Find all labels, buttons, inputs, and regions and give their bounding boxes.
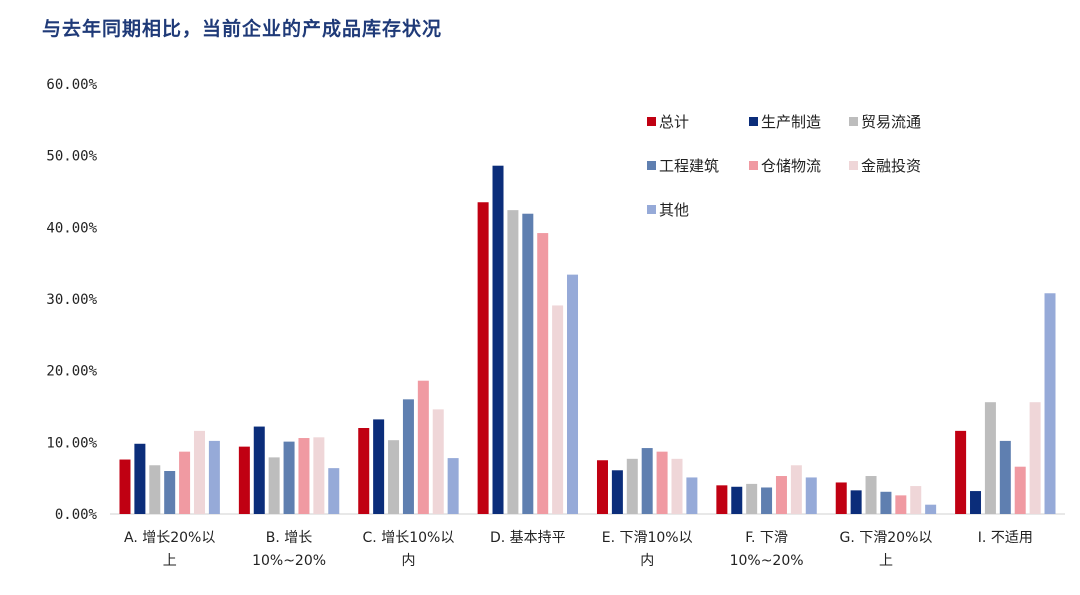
legend-label: 工程建筑 (659, 157, 719, 175)
bar (164, 471, 176, 514)
bar (477, 202, 489, 514)
x-tick-label: I. 不适用 (978, 530, 1033, 546)
bar (835, 482, 847, 514)
x-tick-label: G. 下滑20%以 (840, 529, 933, 546)
y-tick-label: 10.00% (46, 435, 97, 451)
bar (1029, 402, 1041, 514)
bar (641, 448, 653, 514)
legend-label: 总计 (659, 113, 689, 131)
bar (925, 504, 937, 514)
x-tick-label: 上 (163, 553, 177, 569)
x-tick-label: F. 下滑 (745, 529, 788, 546)
legend-swatch (849, 161, 858, 170)
x-axis: A. 增长20%以上B. 增长10%~20%C. 增长10%以内D. 基本持平 E… (124, 529, 1033, 569)
bar (432, 409, 444, 514)
legend-swatch (849, 117, 858, 126)
legend-label: 贸易流通 (861, 113, 921, 131)
bar (402, 399, 414, 514)
y-tick-label: 60.00% (46, 77, 97, 93)
x-tick-label: 内 (640, 553, 654, 569)
y-tick-label: 20.00% (46, 364, 97, 380)
bar (910, 486, 922, 514)
bar (731, 486, 743, 514)
bar (880, 491, 892, 514)
bar (492, 165, 504, 514)
bar (447, 458, 459, 514)
bar (567, 274, 579, 514)
bar (999, 440, 1011, 514)
bar (313, 437, 325, 514)
bar (208, 440, 220, 514)
y-tick-label: 50.00% (46, 149, 97, 165)
bar (955, 430, 967, 514)
bar (805, 477, 817, 514)
legend-swatch (749, 161, 758, 170)
bar (790, 465, 802, 514)
bar (970, 491, 982, 514)
legend-swatch (749, 117, 758, 126)
bar (328, 468, 340, 514)
legend-swatch (647, 161, 656, 170)
bar (761, 487, 773, 514)
bar (746, 483, 758, 514)
bar (268, 457, 280, 514)
x-tick-label: C. 增长10%以 (363, 530, 455, 546)
bar (775, 476, 787, 514)
bar (134, 443, 146, 514)
legend-label: 其他 (659, 201, 689, 219)
legend-label: 生产制造 (761, 113, 821, 131)
bar (358, 428, 370, 514)
y-tick-label: 0.00% (55, 507, 98, 523)
bar (1014, 466, 1026, 514)
x-tick-label: E. 下滑10%以 (602, 529, 693, 546)
bar (522, 213, 534, 514)
bars (119, 165, 1056, 515)
x-tick-label: D. 基本持平 (490, 529, 566, 546)
bar (298, 438, 310, 514)
bar (537, 233, 549, 515)
bar (507, 210, 519, 514)
bar (149, 465, 161, 514)
x-tick-label: A. 增长20%以 (124, 530, 215, 546)
legend-swatch (647, 205, 656, 214)
legend-label: 仓储物流 (761, 157, 821, 175)
bar (238, 446, 250, 514)
bar (596, 460, 608, 514)
bar (626, 458, 638, 514)
x-tick-label: B. 增长 (266, 530, 313, 546)
legend-label: 金融投资 (861, 157, 921, 175)
y-tick-label: 40.00% (46, 220, 97, 236)
bar (283, 441, 295, 514)
bar (1044, 293, 1056, 514)
bar (373, 419, 385, 514)
bar (179, 451, 191, 514)
bar (193, 430, 205, 514)
bar (611, 470, 623, 514)
bar (119, 459, 131, 514)
x-tick-label: 内 (401, 553, 415, 569)
bar (388, 440, 400, 514)
bar (865, 476, 877, 514)
bar (417, 380, 429, 514)
bar (656, 451, 668, 514)
bar (895, 495, 907, 514)
bar (552, 305, 564, 514)
chart-title: 与去年同期相比，当前企业的产成品库存状况 (42, 18, 443, 40)
bar (671, 458, 683, 514)
bar (850, 490, 862, 514)
bar (686, 477, 698, 514)
bar (253, 426, 265, 514)
legend-swatch (647, 117, 656, 126)
x-tick-label: 10%~20% (730, 553, 804, 569)
bar (984, 402, 996, 514)
y-tick-label: 30.00% (46, 292, 97, 308)
bar (716, 485, 728, 514)
x-tick-label: 10%~20% (252, 553, 326, 569)
x-tick-label: 上 (879, 553, 893, 569)
